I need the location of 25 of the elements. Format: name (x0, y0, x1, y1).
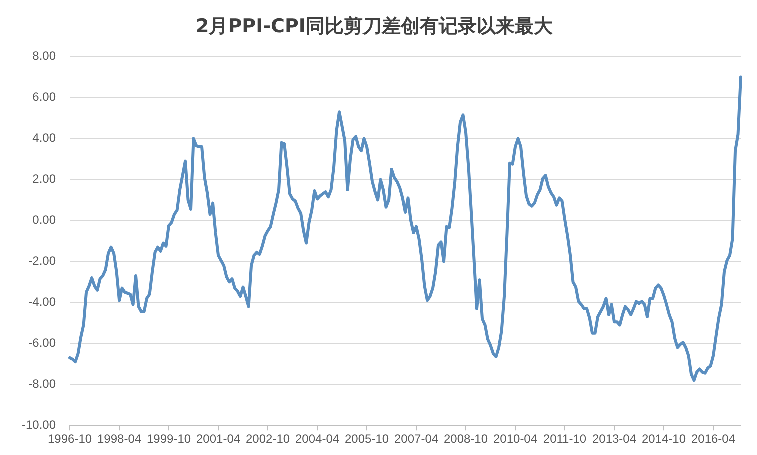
y-tick-label: -4.00 (28, 294, 56, 309)
x-tick-label: 1996-10 (48, 432, 92, 446)
y-tick-label: -10.00 (22, 418, 56, 432)
x-tick-label: 1999-10 (147, 432, 192, 446)
x-tick-label: 2010-04 (493, 432, 538, 446)
chart-title: 2月PPI-CPI同比剪刀差创有记录以来最大 (196, 15, 554, 38)
x-tick-label: 2008-10 (444, 432, 488, 446)
y-tick-label: 0.00 (32, 213, 56, 228)
y-tick-label: -6.00 (28, 336, 56, 350)
y-tick-label: -2.00 (28, 254, 56, 268)
y-tick-label: 6.00 (32, 90, 56, 104)
x-tick-label: 1998-04 (98, 432, 142, 446)
x-tick-label: 2013-04 (592, 432, 637, 446)
y-tick-label: 2.00 (32, 172, 56, 186)
x-tick-label: 2014-10 (642, 432, 686, 446)
x-tick-label: 2016-04 (691, 432, 736, 446)
x-tick-label: 2011-10 (543, 432, 587, 446)
x-tick-label: 2005-10 (344, 432, 390, 446)
x-tick-label: 2004-04 (295, 432, 340, 446)
y-tick-label: 8.00 (32, 49, 56, 64)
x-tick-label: 2002-10 (246, 432, 290, 446)
y-tick-label: -8.00 (28, 376, 56, 391)
y-tick-label: 4.00 (32, 131, 56, 146)
x-tick-label: 2007-04 (394, 432, 439, 446)
x-tick-label: 2001-04 (196, 432, 241, 446)
